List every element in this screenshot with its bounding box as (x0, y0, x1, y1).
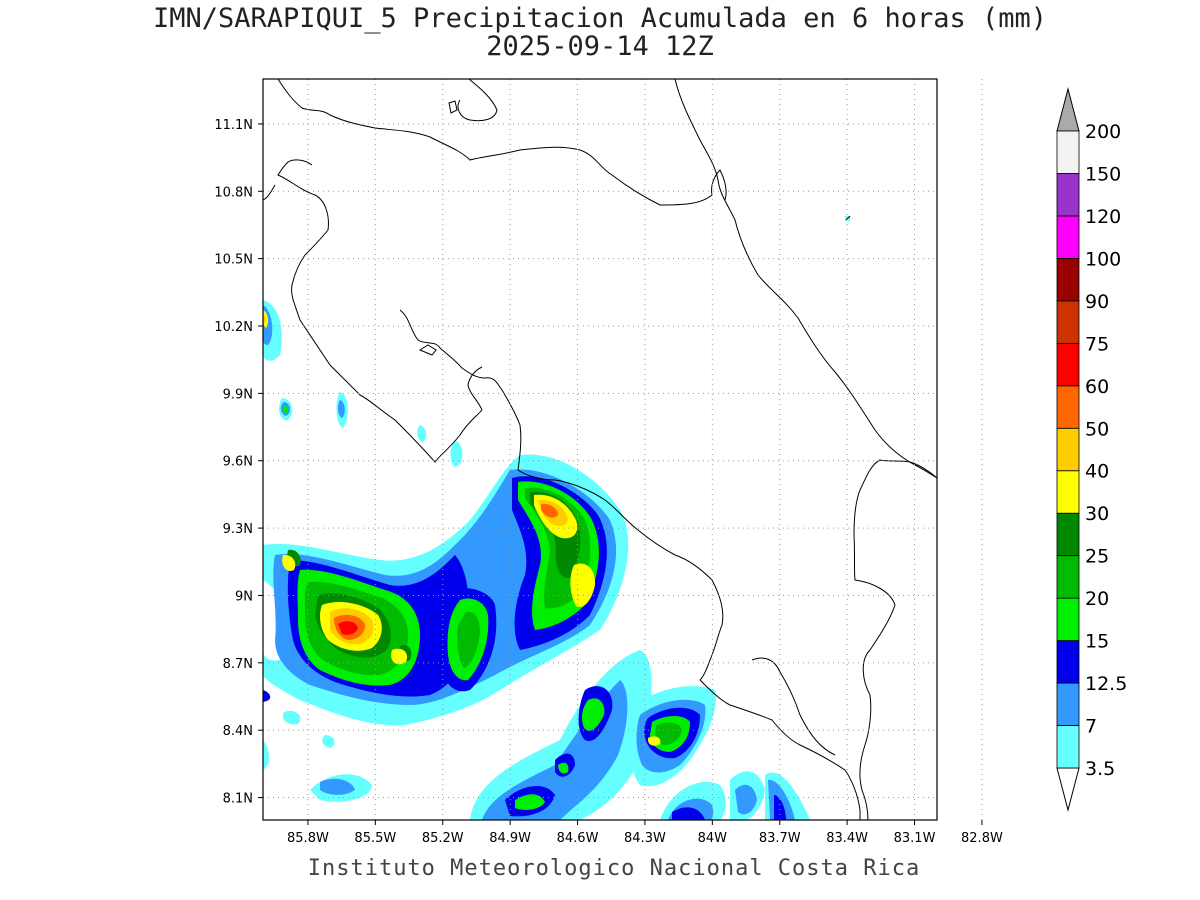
lon-tick-label: 83.4W (826, 831, 868, 846)
colorbar-level-label: 12.5 (1085, 673, 1127, 695)
map-frame (262, 78, 938, 821)
colorbar-level-label: 50 (1085, 418, 1109, 440)
colorbar-swatch (1056, 130, 1080, 174)
colorbar-swatch (1056, 640, 1080, 684)
map-grid (263, 79, 983, 820)
colorbar-level-label: 60 (1085, 376, 1109, 398)
lat-tick-label: 10.5N (214, 253, 253, 268)
colorbar-swatch (1056, 215, 1080, 259)
colorbar-swatch (1056, 682, 1080, 726)
colorbar-level-label: 150 (1085, 163, 1121, 185)
colorbar-level-label: 40 (1085, 461, 1109, 483)
lat-tick-label: 9.3N (223, 522, 253, 537)
colorbar-swatch (1056, 342, 1080, 387)
lon-tick-label: 84.3W (624, 831, 666, 846)
lat-tick-label: 9.9N (223, 387, 253, 402)
colorbar-level-label: 90 (1085, 291, 1109, 313)
lat-tick-label: 9.6N (223, 455, 253, 470)
colorbar-swatch (1056, 597, 1080, 642)
coastlines (263, 79, 937, 820)
colorbar-level-label: 200 (1085, 121, 1121, 143)
lon-tick-label: 82.8W (961, 831, 1003, 846)
lat-tick-label: 10.2N (214, 320, 253, 335)
colorbar-level-label: 25 (1085, 546, 1109, 568)
lat-tick-label: 10.8N (214, 185, 253, 200)
colorbar-swatch (1056, 385, 1080, 429)
lon-tick-label: 85.8W (287, 831, 329, 846)
colorbar-level-label: 100 (1085, 248, 1121, 270)
colorbar-swatch (1056, 555, 1080, 599)
colorbar-swatch (1056, 257, 1080, 302)
lat-tick-label: 8.4N (223, 724, 253, 739)
colorbar-swatch (1056, 300, 1080, 344)
colorbar-level-label: 120 (1085, 206, 1121, 228)
latitude-axis: 11.1N 10.8N 10.5N 10.2N 9.9N 9.6N 9.3N 9N 8.7N 8.… (214, 118, 263, 807)
colorbar-swatch (1056, 470, 1080, 514)
lon-tick-label: 85.5W (354, 831, 396, 846)
lon-tick-label: 85.2W (422, 831, 464, 846)
map-footer-credit: Instituto Meteorologico Nacional Costa R… (307, 856, 921, 881)
colorbar-level-label: 30 (1085, 503, 1109, 525)
colorbar-swatch (1056, 427, 1080, 472)
map-subtitle: 2025-09-14 12Z (486, 31, 714, 62)
lon-tick-label: 83.7W (759, 831, 801, 846)
lat-tick-label: 8.1N (223, 792, 253, 807)
colorbar-legend: 3.5 7 12.5 15 20 25 30 40 50 60 75 90 100 120 150 200 (1056, 87, 1127, 812)
longitude-axis: 85.8W 85.5W 85.2W 84.9W 84.6W 84.3W 84W 83.7W 83… (287, 820, 1003, 846)
lon-tick-label: 83.1W (894, 831, 936, 846)
precip-60-layer (338, 621, 358, 635)
colorbar-level-label: 15 (1085, 631, 1109, 653)
lon-tick-label: 84.6W (557, 831, 599, 846)
colorbar-over-arrow (1056, 87, 1080, 132)
lon-tick-label: 84.9W (489, 831, 531, 846)
colorbar-swatch (1056, 173, 1080, 217)
colorbar-swatch (1056, 725, 1080, 769)
map-title: IMN/SARAPIQUI_5 Precipitacion Acumulada … (152, 3, 1048, 34)
lat-tick-label: 9N (235, 589, 253, 604)
colorbar-level-label: 20 (1085, 588, 1109, 610)
precipitation-field (263, 216, 850, 820)
colorbar-level-label: 75 (1085, 333, 1109, 355)
colorbar-level-label: 3.5 (1085, 758, 1115, 780)
lat-tick-label: 11.1N (214, 118, 253, 133)
colorbar-swatch (1056, 512, 1080, 557)
lat-tick-label: 8.7N (223, 657, 253, 672)
colorbar-under-arrow (1056, 767, 1080, 812)
lon-tick-label: 84W (698, 831, 728, 846)
colorbar-level-label: 7 (1085, 716, 1097, 738)
